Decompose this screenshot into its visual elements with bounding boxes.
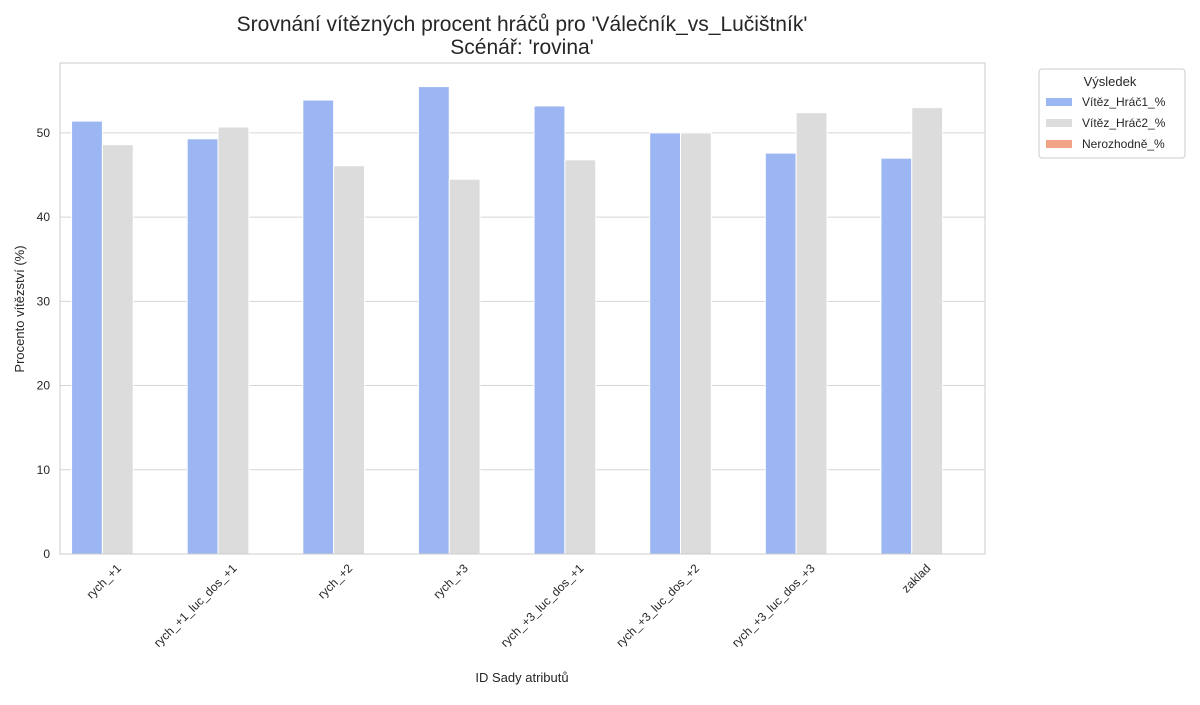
- legend-frame: [1038, 68, 1186, 159]
- x-tick-label: rych_+3_luc_dos_+1: [498, 561, 587, 650]
- bar: [101, 144, 134, 555]
- bar: [186, 138, 219, 555]
- bar: [680, 132, 712, 555]
- legend-label: Nerozhodně_%: [1082, 137, 1165, 151]
- x-tick-label: rych_+1_luc_dos_+1: [151, 561, 240, 650]
- bar: [911, 107, 944, 555]
- x-tick-label: rych_+3_luc_dos_+3: [729, 561, 818, 650]
- y-tick-labels: 0 10 20 30 40 50: [37, 126, 51, 561]
- bar: [795, 112, 828, 555]
- x-tick-label: rych_+2: [315, 561, 356, 602]
- legend-title: Výsledek: [1084, 74, 1137, 89]
- legend-items: Vítěz_Hráč1_% Vítěz_Hráč2_% Nerozhodně_%: [1046, 95, 1166, 151]
- legend: Výsledek Vítěz_Hráč1_% Vítěz_Hráč2_% Neroz…: [1038, 68, 1186, 159]
- chart-subtitle: Scénář: 'rovina': [450, 36, 593, 59]
- y-tick-label: 10: [37, 463, 51, 477]
- y-tick-label: 40: [37, 210, 51, 224]
- y-tick-label: 50: [37, 126, 51, 140]
- legend-swatch: [1046, 140, 1072, 148]
- legend-label: Vítěz_Hráč2_%: [1082, 116, 1166, 130]
- x-tick-label: rych_+3_luc_dos_+2: [613, 561, 702, 650]
- y-tick-label: 20: [37, 379, 51, 393]
- legend-swatch: [1046, 119, 1072, 127]
- y-tick-label: 30: [37, 294, 51, 308]
- bar: [333, 165, 365, 555]
- bar: [649, 132, 682, 555]
- plot-frame: [59, 62, 986, 555]
- x-tick-label: rych_+1: [84, 561, 125, 602]
- x-tick-label: zaklad: [899, 561, 933, 595]
- bar: [71, 120, 103, 555]
- x-axis-label: ID Sady atributů: [475, 670, 568, 685]
- chart-title: Srovnání vítězných procent hráčů pro 'Vá…: [237, 13, 808, 36]
- bars: [71, 86, 944, 555]
- x-tick-labels: rych_+1 rych_+1_luc_dos_+1 rych_+2 rych_+3 r…: [84, 561, 934, 650]
- y-axis-label: Procento vítězství (%): [12, 245, 27, 372]
- x-tick-label: rych_+3: [430, 561, 471, 602]
- legend-label: Vítěz_Hráč1_%: [1082, 95, 1166, 109]
- bar: [564, 159, 597, 555]
- bar: [302, 99, 335, 555]
- bar: [764, 152, 797, 555]
- bar: [880, 157, 913, 555]
- bar: [448, 178, 481, 555]
- legend-swatch: [1046, 98, 1072, 106]
- bar: [533, 105, 566, 555]
- bar: [417, 86, 450, 555]
- bar: [217, 126, 250, 555]
- y-tick-label: 0: [43, 547, 50, 561]
